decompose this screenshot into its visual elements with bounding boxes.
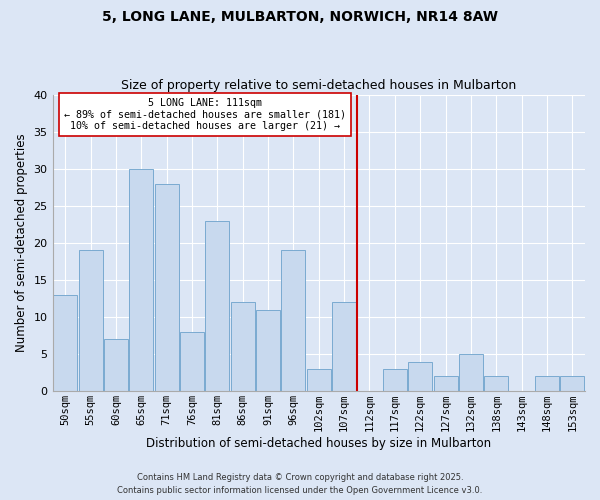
Text: Contains HM Land Registry data © Crown copyright and database right 2025.
Contai: Contains HM Land Registry data © Crown c… (118, 474, 482, 495)
Title: Size of property relative to semi-detached houses in Mulbarton: Size of property relative to semi-detach… (121, 79, 517, 92)
Bar (180, 332, 204, 391)
Bar (434, 376, 458, 391)
Bar (307, 369, 331, 391)
Bar (104, 340, 128, 391)
Bar (459, 354, 483, 391)
Bar (256, 310, 280, 391)
Bar (535, 376, 559, 391)
X-axis label: Distribution of semi-detached houses by size in Mulbarton: Distribution of semi-detached houses by … (146, 437, 491, 450)
Bar (155, 184, 179, 391)
Bar (129, 168, 154, 391)
Text: 5, LONG LANE, MULBARTON, NORWICH, NR14 8AW: 5, LONG LANE, MULBARTON, NORWICH, NR14 8… (102, 10, 498, 24)
Text: 5 LONG LANE: 111sqm
← 89% of semi-detached houses are smaller (181)
10% of semi-: 5 LONG LANE: 111sqm ← 89% of semi-detach… (64, 98, 346, 132)
Bar (560, 376, 584, 391)
Bar (79, 250, 103, 391)
Y-axis label: Number of semi-detached properties: Number of semi-detached properties (15, 134, 28, 352)
Bar (484, 376, 508, 391)
Bar (281, 250, 305, 391)
Bar (408, 362, 432, 391)
Bar (230, 302, 255, 391)
Bar (53, 295, 77, 391)
Bar (205, 220, 229, 391)
Bar (332, 302, 356, 391)
Bar (383, 369, 407, 391)
